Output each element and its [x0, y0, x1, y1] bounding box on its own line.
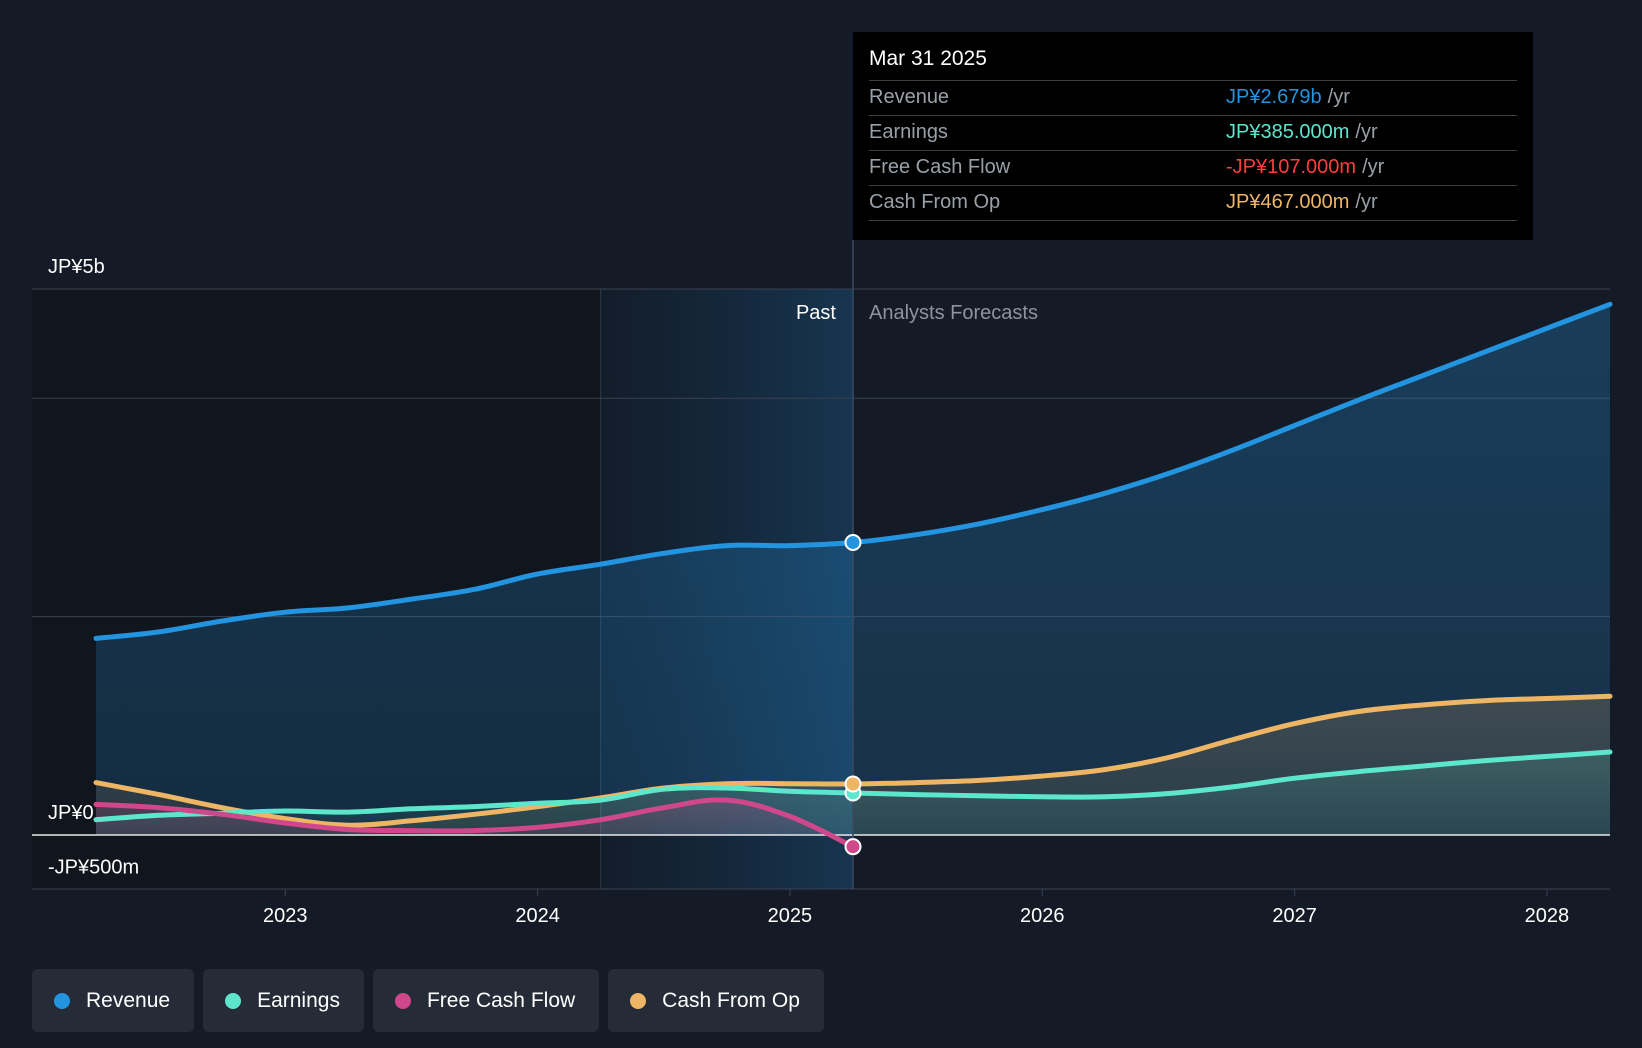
x-tick-label: 2025: [768, 905, 813, 927]
tooltip-unit: /yr: [1355, 191, 1378, 213]
legend-dot-icon: [394, 992, 411, 1009]
cash-from-op-marker: [844, 775, 862, 793]
tooltip-row-earnings: Earnings JP¥385.000m /yr: [869, 116, 1517, 151]
tooltip-value: JP¥385.000m: [1226, 121, 1350, 143]
tooltip-row-revenue: Revenue JP¥2.679b /yr: [869, 81, 1517, 116]
y-tick-label-0: JP¥0: [48, 802, 94, 824]
tooltip-label: Free Cash Flow: [869, 156, 1011, 178]
tooltip-label: Earnings: [869, 121, 948, 143]
free-cash-flow-marker: [844, 838, 862, 856]
legend-item-earnings[interactable]: Earnings: [203, 969, 364, 1032]
x-tick-label: 2024: [515, 905, 560, 927]
legend-dot-icon: [225, 992, 242, 1009]
analysts-forecasts-label: Analysts Forecasts: [869, 302, 1038, 324]
tooltip-label: Cash From Op: [869, 191, 1001, 213]
legend-item-cash-from-op[interactable]: Cash From Op: [608, 969, 824, 1032]
tooltip-value: JP¥467.000m: [1226, 191, 1350, 213]
tooltip-row-cash-from-op: Cash From Op JP¥467.000m /yr: [869, 186, 1517, 221]
x-axis-labels: 2023 2024 2025 2026 2027 2028: [263, 905, 1569, 927]
y-tick-label-neg-500m: -JP¥500m: [48, 857, 139, 879]
tooltip-unit: /yr: [1362, 156, 1385, 178]
legend-dot-icon: [54, 992, 70, 1009]
tooltip-row-free-cash-flow: Free Cash Flow -JP¥107.000m /yr: [869, 151, 1517, 186]
past-label: Past: [796, 302, 836, 324]
legend-item-revenue[interactable]: Revenue: [32, 969, 195, 1032]
tooltip-date: Mar 31 2025: [869, 44, 1517, 81]
free-cash-flow-line: [93, 797, 856, 850]
x-tick-label: 2026: [1020, 905, 1065, 927]
legend-label: Revenue: [86, 988, 171, 1012]
tooltip-unit: /yr: [1355, 121, 1378, 143]
tooltip: Mar 31 2025 Revenue JP¥2.679b /yr Earnin…: [853, 32, 1533, 240]
legend-label: Earnings: [257, 988, 340, 1012]
financial-chart: JP¥5b JP¥0 -JP¥500m Past Analysts Foreca…: [32, 240, 1613, 927]
highlight-markers: [844, 533, 862, 856]
revenue-marker: [844, 533, 862, 551]
legend-dot-icon: [630, 992, 647, 1009]
x-tick-label: 2028: [1525, 905, 1570, 927]
tooltip-value: -JP¥107.000m: [1226, 156, 1357, 178]
x-tick-label: 2027: [1272, 905, 1317, 927]
tooltip-value: JP¥2.679b: [1226, 86, 1322, 108]
tooltip-unit: /yr: [1327, 86, 1350, 108]
legend-label: Free Cash Flow: [426, 988, 576, 1012]
x-tick-label: 2023: [263, 905, 308, 927]
legend: Revenue Earnings Free Cash Flow Cash Fro…: [32, 969, 824, 1032]
tooltip-label: Revenue: [869, 86, 950, 108]
x-axis-ticks: [284, 889, 1548, 896]
legend-item-free-cash-flow[interactable]: Free Cash Flow: [372, 969, 600, 1032]
y-tick-label-5b: JP¥5b: [48, 256, 105, 278]
revenue-line: [93, 301, 1613, 641]
legend-label: Cash From Op: [662, 988, 800, 1012]
